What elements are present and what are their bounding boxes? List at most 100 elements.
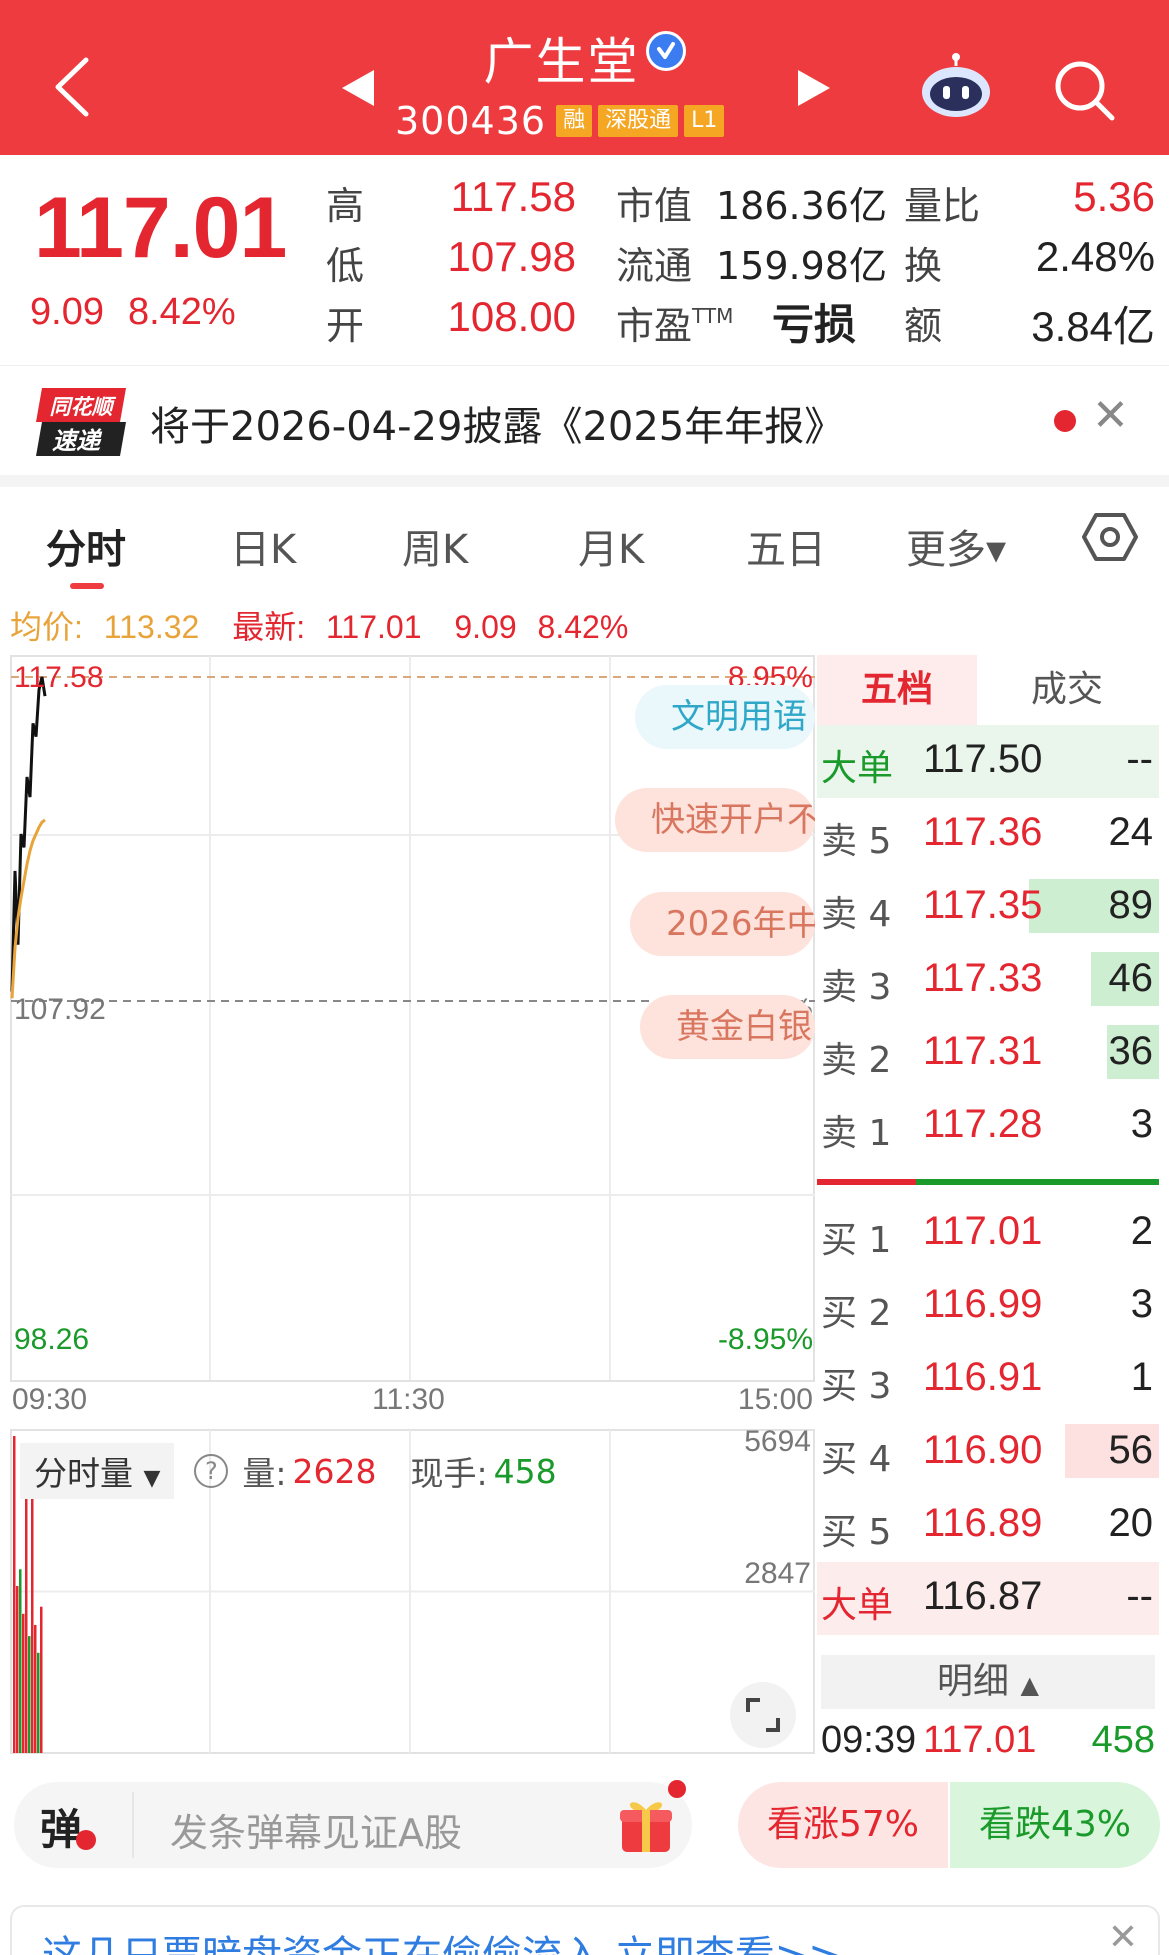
bottom-divider (0, 1755, 1169, 1765)
bid-volume: 1 (1130, 1355, 1153, 1399)
intraday-chart[interactable]: 117.58 107.92 98.26 8.95% 0.00% -8.95% 0… (10, 655, 815, 1755)
ask-row: 卖 3 117.33 46 (817, 944, 1159, 1017)
pe-label: 市盈TTM (616, 304, 734, 348)
bid-label: 买 1 (821, 1220, 892, 1261)
tab-five-day[interactable]: 五日 (746, 527, 826, 573)
big-sell-label: 大单 (821, 748, 894, 789)
volume-bar (19, 1569, 22, 1753)
ad-pill-2026[interactable]: 2026年中 (630, 892, 815, 956)
change-percent: 8.42% (127, 291, 236, 333)
ask-depth-bar (1091, 952, 1159, 1006)
active-tab-indicator (70, 583, 104, 589)
ask-volume: 46 (1108, 956, 1154, 1000)
tab-five-levels[interactable]: 五档 (817, 655, 977, 725)
bid-row: 买 1 117.01 2 (817, 1197, 1159, 1270)
volume-bar (28, 1636, 31, 1753)
ask-price: 117.28 (923, 1102, 1043, 1146)
ad-pill-quick-account[interactable]: 快速开户不 (615, 788, 815, 852)
bid-price: 116.99 (923, 1282, 1043, 1326)
search-icon[interactable] (1052, 58, 1118, 124)
danmu-badge-icon (76, 1830, 96, 1850)
vote-bullish-button[interactable]: 看涨57% (738, 1782, 948, 1868)
volume-bar (16, 1585, 19, 1753)
ask-row: 卖 4 117.35 89 (817, 871, 1159, 944)
change-value: 9.09 (30, 291, 104, 333)
ad-pill-civil-language[interactable]: 文明用语 (635, 685, 815, 749)
section-divider (0, 475, 1169, 487)
bid-row: 买 3 116.91 1 (817, 1343, 1159, 1416)
bid-row: 买 5 116.89 20 (817, 1489, 1159, 1562)
verified-badge-icon (645, 31, 686, 71)
price-axis-top: 117.58 (14, 661, 104, 694)
ask-label: 卖 3 (821, 967, 892, 1008)
volume-bar (22, 1613, 25, 1753)
ask-label: 卖 5 (821, 821, 892, 862)
announcement-bar[interactable]: 同花顺 速递 将于2026-04-29披露《2025年年报》 ✕ (0, 365, 1169, 475)
connect-tag: 深股通 (598, 105, 679, 137)
ask-volume: 24 (1108, 810, 1154, 854)
vote-bearish-button[interactable]: 看跌43% (950, 1782, 1160, 1868)
ad-pill-gold-silver[interactable]: 黄金白银 (640, 995, 815, 1059)
bid-volume: 56 (1108, 1428, 1154, 1472)
next-stock-icon[interactable] (798, 70, 830, 106)
latest-price: 最新: 117.01 (232, 609, 422, 645)
tab-trades[interactable]: 成交 (1030, 669, 1103, 710)
big-buy-label: 大单 (821, 1585, 894, 1626)
time-tick-open: 09:30 (12, 1383, 88, 1416)
back-arrow-icon[interactable] (48, 52, 98, 122)
gift-icon[interactable] (618, 1794, 674, 1854)
avg-price: 均价: 113.32 (10, 609, 200, 645)
big-sell-price: 117.50 (923, 737, 1043, 781)
danmu-input-bar[interactable]: 弹 发条弹幕见证A股 (14, 1782, 692, 1868)
announcement-text[interactable]: 将于2026-04-29披露《2025年年报》 (150, 404, 845, 450)
logo-text-bottom: 速递 (52, 427, 103, 455)
bid-ask-separator (817, 1179, 1159, 1185)
volume-header: 分时量 ▼ ? 量: 2628 现手: 458 (20, 1443, 557, 1499)
open-label: 开 (326, 304, 365, 348)
latest-change: 9.09 (454, 609, 517, 645)
bid-label: 买 2 (821, 1293, 892, 1334)
price-axis-mid: 107.92 (14, 993, 106, 1026)
help-icon[interactable]: ? (194, 1454, 229, 1488)
volume-label: 量: (242, 1454, 287, 1493)
danmu-input[interactable]: 发条弹幕见证A股 (170, 1811, 462, 1855)
volume-bar (31, 1452, 34, 1753)
volume-bar (40, 1606, 43, 1753)
bid-label: 买 4 (821, 1439, 892, 1480)
bid-depth-bar (1065, 1424, 1159, 1478)
level-tag: L1 (684, 105, 725, 137)
gift-notification-dot (668, 1780, 686, 1798)
assistant-robot-icon[interactable] (918, 52, 994, 120)
volume-bar (25, 1496, 28, 1753)
big-sell-volume: -- (1126, 737, 1153, 781)
settings-hexagon-icon[interactable] (1082, 509, 1138, 565)
high-label: 高 (326, 184, 365, 228)
ask-depth-bar (1029, 879, 1159, 933)
last-trade-volume: 458 (1091, 1719, 1155, 1761)
stock-name: 广生堂 (483, 33, 640, 91)
ask-label: 卖 4 (821, 894, 892, 935)
close-icon[interactable]: ✕ (1092, 390, 1129, 441)
big-sell-row: 大单 117.50 -- (817, 725, 1159, 798)
fullscreen-button[interactable] (730, 1682, 796, 1748)
logo-text-top: 同花顺 (50, 395, 117, 419)
volume-value: 2628 (292, 1451, 377, 1491)
pe-value: 亏损 (772, 300, 857, 349)
last-price: 117.01 (34, 180, 287, 276)
tab-daily-k[interactable]: 日K (230, 527, 297, 573)
detail-toggle[interactable]: 明细 ▲ (821, 1655, 1155, 1709)
tab-more[interactable]: 更多▾ (906, 527, 1007, 573)
tonghuashun-express-logo: 同花顺 速递 (36, 388, 126, 456)
bid-price: 116.89 (923, 1501, 1043, 1545)
promo-banner-text[interactable]: 这几只票暗盘资金正在偷偷流入 立即查看>> (42, 1923, 842, 1955)
tab-weekly-k[interactable]: 周K (402, 527, 469, 573)
tab-monthly-k[interactable]: 月K (578, 527, 645, 573)
volume-indicator-select[interactable]: 分时量 ▼ (20, 1443, 175, 1499)
tab-intraday[interactable]: 分时 (46, 527, 126, 573)
stock-header: 广生堂 300436 融 深股通 L1 (0, 0, 1169, 155)
previous-stock-icon[interactable] (342, 70, 374, 106)
promo-banner[interactable]: 这几只票暗盘资金正在偷偷流入 立即查看>> ✕ (10, 1905, 1160, 1955)
ask-label: 卖 1 (821, 1113, 892, 1154)
banner-close-icon[interactable]: ✕ (1107, 1917, 1138, 1955)
price-change: 9.09 8.42% (30, 291, 260, 334)
